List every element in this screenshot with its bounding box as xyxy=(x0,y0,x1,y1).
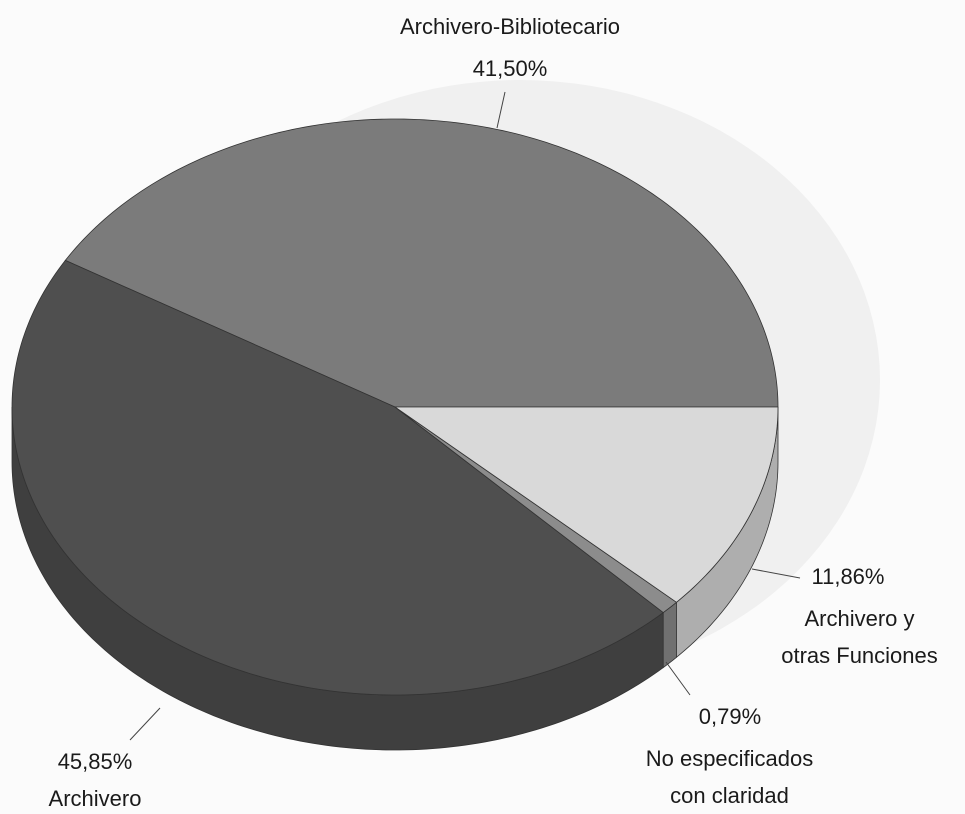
leader-line xyxy=(665,661,691,696)
slice-side xyxy=(662,601,677,669)
slice-value-label: 45,85% xyxy=(57,749,133,774)
slice-label: Archivero xyxy=(48,786,142,811)
slice xyxy=(393,406,779,603)
leader-line xyxy=(129,707,161,741)
slice-value-label: 41,50% xyxy=(472,56,548,81)
slice xyxy=(11,259,664,696)
slice-value-label: 0,79% xyxy=(698,704,762,729)
slice xyxy=(64,118,779,408)
leader-line xyxy=(751,568,801,579)
slice-label: No especificados con claridad xyxy=(645,746,814,808)
leader-line xyxy=(496,91,506,129)
slice-value-label: 11,86% xyxy=(811,564,885,589)
pie-tops xyxy=(11,118,779,696)
slice-label: Archivero y otras Funciones xyxy=(781,606,938,668)
slice-label: Archivero-Bibliotecario xyxy=(399,14,621,39)
